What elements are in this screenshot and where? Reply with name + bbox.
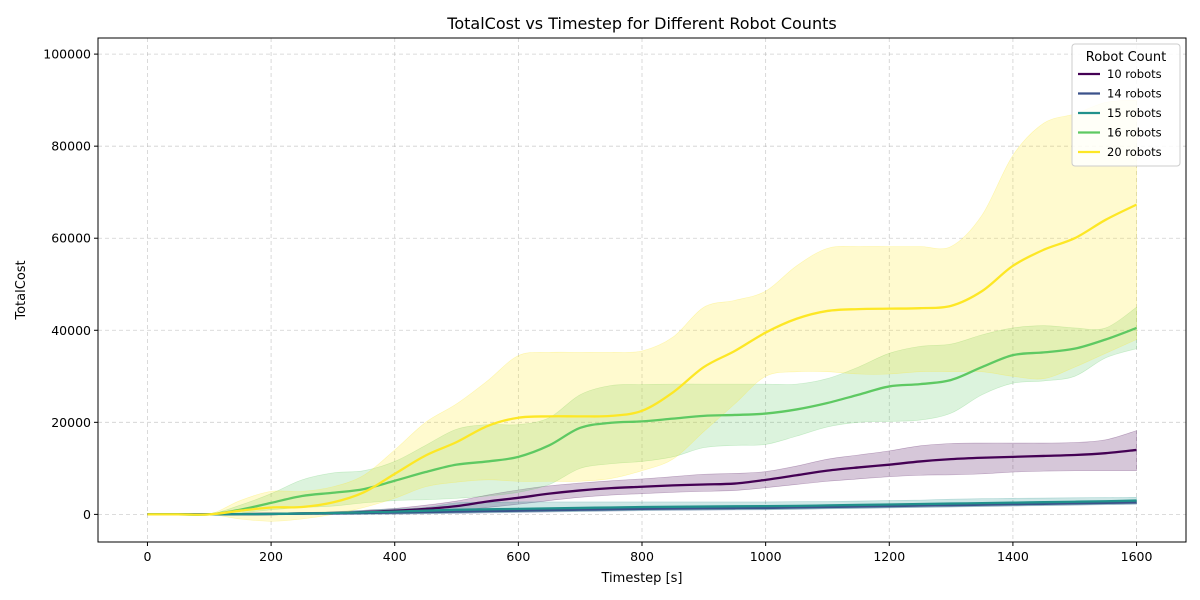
- series-lines: [147, 203, 1138, 516]
- y-tick-label: 60000: [51, 231, 91, 246]
- legend-entry: 10 robots: [1107, 67, 1162, 81]
- x-tick-label: 600: [506, 549, 530, 564]
- legend-items: 10 robots 14 robots 15 robots 16 robots 20 r…: [1078, 67, 1162, 159]
- line-20-robots: [147, 203, 1138, 516]
- x-tick-label: 1200: [873, 549, 905, 564]
- y-tick-label: 40000: [51, 323, 91, 338]
- x-tick-label: 400: [383, 549, 407, 564]
- y-tick-label: 0: [83, 507, 91, 522]
- y-tick-label: 20000: [51, 415, 91, 430]
- x-tick-label: 200: [259, 549, 283, 564]
- chart-title: TotalCost vs Timestep for Different Robo…: [446, 14, 836, 33]
- axis-ticks: 0 200 400 600 800 1000 1200 1400 1600 0 20000 40000…: [43, 47, 1152, 564]
- x-tick-label: 800: [630, 549, 654, 564]
- x-tick-label: 1000: [750, 549, 782, 564]
- x-tick-label: 0: [143, 549, 151, 564]
- legend-entry: 20 robots: [1107, 145, 1162, 159]
- x-axis-label: Timestep [s]: [601, 571, 683, 586]
- x-tick-label: 1400: [997, 549, 1029, 564]
- legend-title: Robot Count: [1086, 50, 1166, 65]
- legend-entry: 16 robots: [1107, 126, 1162, 140]
- x-tick-label: 1600: [1121, 549, 1153, 564]
- legend-entry: 14 robots: [1107, 87, 1162, 101]
- legend-entry: 15 robots: [1107, 106, 1162, 120]
- line-15-robots: [147, 499, 1137, 516]
- y-tick-label: 100000: [43, 47, 91, 62]
- y-tick-label: 80000: [51, 139, 91, 154]
- y-axis-label: TotalCost: [14, 260, 29, 320]
- line-16-robots: [147, 326, 1137, 516]
